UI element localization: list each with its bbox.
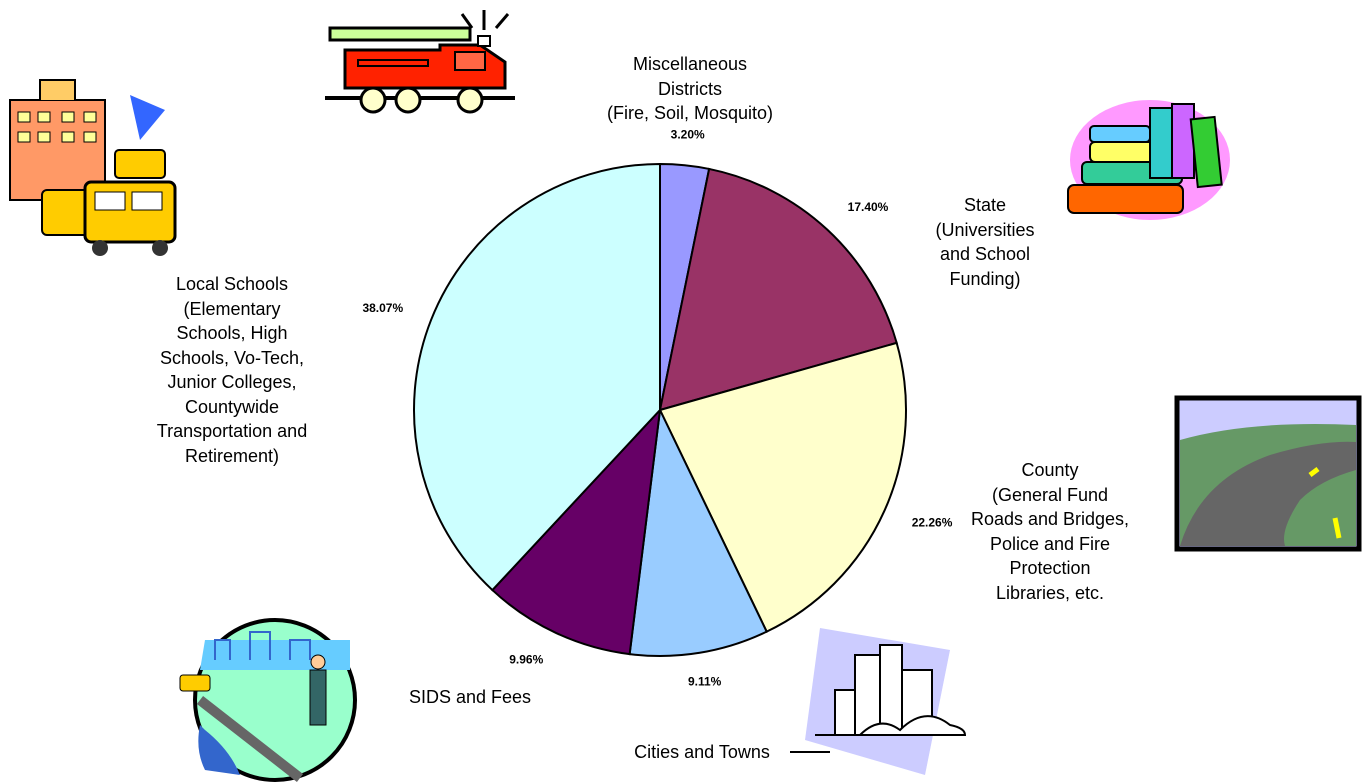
- category-label: Local Schools (Elementary Schools, High …: [156, 274, 308, 466]
- data-label: 3.20%: [671, 128, 705, 142]
- city-clipart: [790, 628, 967, 775]
- pie-slice: [413, 162, 661, 592]
- data-label: 17.40%: [848, 200, 889, 214]
- pie-slice: [658, 167, 898, 412]
- category-label: State (Universities and School Funding): [935, 195, 1035, 289]
- category-label: SIDS and Fees: [408, 687, 532, 707]
- category-label: Miscellaneous Districts (Fire, Soil, Mos…: [606, 54, 774, 123]
- data-label: 38.07%: [362, 301, 403, 315]
- data-label: 9.96%: [509, 652, 543, 666]
- data-label: 9.11%: [688, 675, 722, 689]
- category-label: Cities and Towns: [634, 742, 770, 762]
- road-clipart: [1174, 395, 1362, 552]
- pie-slice: [490, 407, 662, 656]
- books-clipart: [1067, 100, 1230, 220]
- school-clipart: [9, 79, 177, 256]
- fire-truck-clipart: [325, 10, 515, 114]
- pie-slice: [658, 341, 907, 633]
- data-label: 22.26%: [912, 515, 953, 529]
- pie-slice: [628, 406, 769, 657]
- street-clipart: [179, 618, 357, 782]
- category-label: County (General Fund Roads and Bridges, …: [970, 460, 1130, 603]
